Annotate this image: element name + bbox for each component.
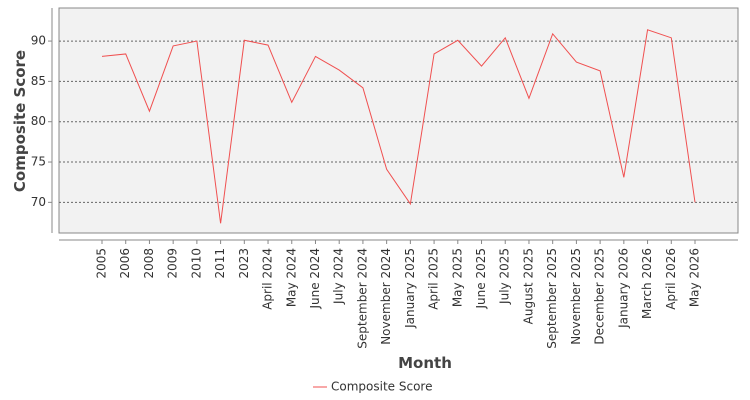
- y-tick-label: 75: [31, 155, 46, 169]
- x-tick-label: April 2024: [261, 248, 275, 310]
- y-tick-label: 90: [31, 34, 46, 48]
- x-tick-label: 2010: [189, 248, 203, 279]
- x-tick-label: January 2026: [616, 248, 630, 329]
- x-tick-label: 2023: [237, 248, 251, 279]
- x-tick-label: 2008: [142, 248, 156, 279]
- x-tick-label: 2009: [166, 248, 180, 279]
- x-tick-label: December 2025: [593, 248, 607, 345]
- legend-label: Composite Score: [331, 380, 432, 394]
- x-tick-label: March 2026: [640, 248, 654, 319]
- x-axis-title: Month: [398, 354, 452, 372]
- y-tick-label: 70: [31, 195, 46, 209]
- y-tick-label: 80: [31, 114, 46, 128]
- x-tick-label: June 2024: [308, 248, 322, 310]
- x-tick-label: June 2025: [474, 248, 488, 310]
- y-tick-label: 85: [31, 74, 46, 88]
- x-tick-label: July 2024: [332, 248, 346, 305]
- x-tick-label: April 2025: [427, 248, 441, 310]
- x-tick-label: May 2025: [450, 248, 464, 307]
- x-tick-label: April 2026: [664, 248, 678, 310]
- x-tick-label: September 2025: [545, 248, 559, 349]
- y-axis-title: Composite Score: [11, 50, 29, 192]
- x-tick-label: September 2024: [355, 248, 369, 349]
- x-tick-label: July 2025: [498, 248, 512, 305]
- x-tick-label: January 2025: [403, 248, 417, 329]
- plot-area: [58, 7, 739, 234]
- x-tick-label: May 2026: [688, 248, 702, 307]
- x-tick-label: May 2024: [284, 248, 298, 307]
- x-tick-label: 2005: [95, 248, 109, 279]
- line: [101, 29, 696, 224]
- x-tick-label: 2011: [213, 248, 227, 279]
- x-tick-label: November 2025: [569, 248, 583, 345]
- x-tick-label: August 2025: [521, 248, 535, 324]
- x-tick-label: November 2024: [379, 248, 393, 345]
- x-tick-label: 2006: [118, 248, 132, 279]
